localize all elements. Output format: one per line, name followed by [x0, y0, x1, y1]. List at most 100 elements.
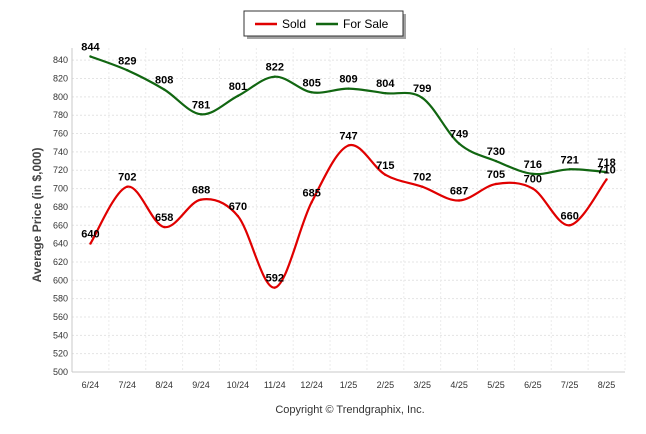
data-point-sold	[347, 144, 350, 147]
data-point-sold	[310, 201, 313, 204]
legend-label-for-sale: For Sale	[343, 17, 389, 31]
y-tick-label: 520	[53, 349, 68, 359]
data-label-sold: 687	[450, 185, 468, 197]
x-tick-label: 8/24	[155, 380, 173, 390]
x-tick-label: 4/25	[450, 380, 468, 390]
x-tick-label: 9/24	[192, 380, 210, 390]
legend: Sold For Sale	[243, 10, 406, 39]
y-tick-label: 680	[53, 202, 68, 212]
y-tick-label: 600	[53, 275, 68, 285]
y-tick-label: 660	[53, 220, 68, 230]
data-point-sold	[89, 242, 92, 245]
data-label-sold: 715	[376, 160, 394, 172]
x-tick-label: 12/24	[300, 380, 323, 390]
y-tick-label: 720	[53, 165, 68, 175]
data-point-sold	[273, 286, 276, 289]
data-point-for-sale	[421, 96, 424, 99]
data-label-for-sale: 730	[487, 146, 505, 158]
y-tick-label: 500	[53, 367, 68, 377]
data-point-sold	[126, 185, 129, 188]
data-point-for-sale	[126, 69, 129, 72]
data-label-sold: 670	[229, 201, 247, 213]
data-point-for-sale	[494, 159, 498, 163]
data-label-sold: 702	[118, 172, 136, 184]
series-lines	[89, 55, 608, 289]
data-label-sold: 688	[192, 185, 210, 197]
data-label-sold: 660	[561, 210, 579, 222]
data-label-sold: 592	[266, 273, 284, 285]
data-point-for-sale	[162, 88, 166, 91]
x-tick-label: 5/25	[487, 380, 505, 390]
legend-label-sold: Sold	[282, 17, 306, 31]
x-tick-label: 2/25	[377, 380, 395, 390]
series-line-sold	[89, 144, 608, 289]
data-point-for-sale	[199, 113, 203, 116]
data-point-sold	[568, 224, 571, 227]
x-tick-label: 8/25	[598, 380, 616, 390]
y-tick-label: 620	[53, 257, 68, 267]
x-tick-label: 1/25	[340, 380, 358, 390]
data-point-sold	[494, 182, 498, 186]
y-tick-label: 800	[53, 92, 68, 102]
data-point-for-sale	[568, 168, 571, 171]
y-axis-title: Average Price (in $,000)	[30, 148, 44, 283]
data-label-for-sale: 801	[229, 81, 247, 93]
y-tick-label: 820	[53, 74, 68, 84]
data-label-sold: 700	[524, 174, 542, 186]
y-tick-label: 840	[53, 55, 68, 65]
x-tick-label: 7/24	[119, 380, 137, 390]
y-tick-label: 560	[53, 312, 68, 322]
data-label-for-sale: 781	[192, 99, 210, 111]
data-point-sold	[162, 225, 166, 229]
x-tick-label: 10/24	[227, 380, 250, 390]
data-point-for-sale	[531, 172, 535, 176]
x-tick-label: 6/25	[524, 380, 542, 390]
data-point-for-sale	[605, 170, 608, 174]
data-label-for-sale: 809	[339, 74, 357, 86]
data-label-sold: 685	[302, 187, 320, 199]
data-point-for-sale	[89, 55, 92, 58]
data-label-for-sale: 749	[450, 129, 468, 141]
data-labels: 844 829 808 781 801 822 805 809 804 799 749 730 716 7…	[81, 42, 615, 285]
y-tick-label: 580	[53, 294, 68, 304]
data-label-sold: 705	[487, 169, 505, 181]
data-point-for-sale	[236, 94, 240, 98]
data-label-sold: 702	[413, 172, 431, 184]
y-tick-label: 740	[53, 147, 68, 157]
data-point-sold	[421, 185, 424, 188]
data-label-for-sale: 805	[302, 77, 320, 89]
copyright-text: Copyright © Trendgraphix, Inc.	[275, 404, 424, 416]
data-point-sold	[236, 214, 240, 218]
axes: 500 520 540 560 580 600 620 640 660 680 700 720 740 7…	[53, 48, 625, 390]
y-tick-label: 540	[53, 330, 68, 340]
x-tick-label: 7/25	[561, 380, 579, 390]
data-label-for-sale: 799	[413, 83, 431, 95]
data-point-sold	[531, 187, 535, 190]
data-label-for-sale: 808	[155, 75, 173, 87]
data-label-for-sale: 829	[118, 55, 136, 67]
y-tick-label: 780	[53, 110, 68, 120]
x-tick-label: 3/25	[413, 380, 431, 390]
data-label-for-sale: 804	[376, 78, 395, 90]
data-label-sold: 710	[597, 164, 615, 176]
data-label-for-sale: 721	[561, 154, 579, 166]
data-label-for-sale: 716	[524, 159, 542, 171]
data-point-for-sale	[310, 91, 313, 94]
data-point-for-sale	[273, 75, 276, 78]
data-label-for-sale: 718	[597, 157, 615, 169]
y-tick-label: 760	[53, 129, 68, 139]
data-point-for-sale	[384, 91, 387, 95]
y-tick-label: 640	[53, 239, 68, 249]
data-label-sold: 640	[81, 229, 99, 241]
data-point-sold	[384, 173, 387, 177]
data-label-for-sale: 822	[266, 62, 284, 74]
data-label-for-sale: 844	[81, 42, 100, 54]
data-point-for-sale	[347, 87, 350, 90]
data-point-sold	[457, 199, 461, 202]
x-tick-label: 6/24	[82, 380, 100, 390]
y-tick-label: 700	[53, 184, 68, 194]
x-tick-label: 11/24	[264, 380, 286, 390]
data-point-sold	[199, 198, 203, 201]
data-label-sold: 658	[155, 212, 173, 224]
